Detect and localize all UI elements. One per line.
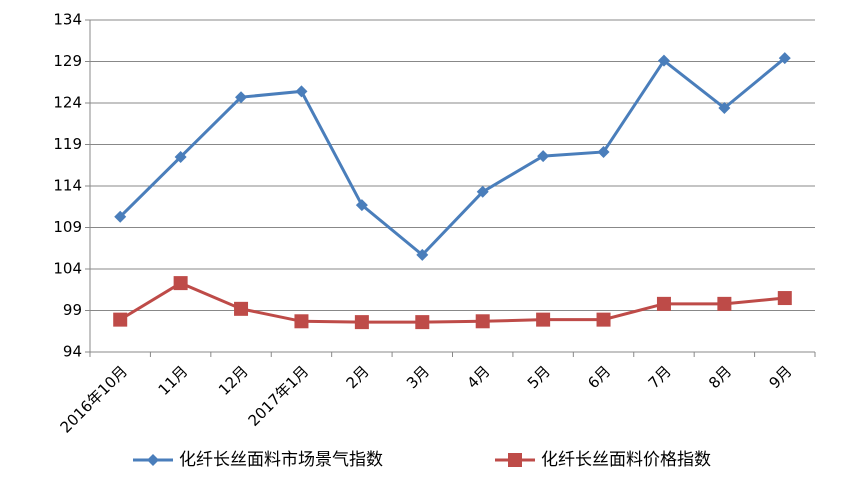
x-tick-label: 4月 — [463, 362, 493, 392]
marker — [476, 185, 489, 198]
marker — [596, 312, 611, 327]
legend-label: 化纤长丝面料市场景气指数 — [179, 450, 383, 470]
marker — [234, 301, 249, 316]
x-tick-label: 12月 — [215, 362, 252, 399]
marker — [295, 85, 308, 98]
marker — [174, 150, 187, 163]
x-tick-label: 7月 — [645, 362, 675, 392]
x-tick-label: 6月 — [584, 362, 614, 392]
marker — [536, 312, 551, 327]
marker — [717, 296, 732, 311]
y-tick-label: 109 — [53, 218, 82, 236]
marker — [537, 150, 550, 163]
x-tick-label: 8月 — [705, 362, 735, 392]
y-tick-label: 114 — [53, 177, 82, 195]
x-tick-label: 2016年10月 — [57, 362, 131, 436]
legend-label: 化纤长丝面料价格指数 — [541, 450, 711, 470]
marker — [508, 453, 522, 467]
x-tick-label: 5月 — [524, 362, 554, 392]
y-tick-label: 124 — [53, 94, 82, 112]
x-tick-label: 3月 — [403, 362, 433, 392]
y-tick-label: 129 — [53, 52, 82, 70]
marker — [355, 199, 368, 212]
x-tick-label: 9月 — [766, 362, 796, 392]
y-tick-label: 94 — [63, 343, 82, 361]
x-tick-label: 2017年1月 — [245, 362, 313, 430]
y-tick-label: 104 — [53, 260, 82, 278]
marker — [656, 296, 671, 311]
series-line — [119, 281, 785, 324]
y-tick-label: 119 — [53, 135, 82, 153]
marker — [173, 276, 188, 291]
x-tick-label: 2月 — [343, 362, 373, 392]
marker — [113, 312, 128, 327]
marker — [777, 291, 792, 306]
x-tick-label: 11月 — [155, 362, 192, 399]
marker — [718, 101, 731, 114]
y-tick-label: 99 — [63, 301, 82, 319]
marker — [415, 315, 430, 330]
marker — [147, 454, 159, 466]
marker — [294, 314, 309, 329]
marker — [475, 314, 490, 329]
series-line — [119, 57, 786, 257]
marker — [778, 52, 791, 65]
marker — [114, 210, 127, 223]
marker — [657, 54, 670, 67]
y-tick-label: 134 — [53, 11, 82, 29]
marker — [354, 315, 369, 330]
marker — [416, 248, 429, 261]
marker — [597, 145, 610, 158]
marker — [235, 91, 248, 104]
